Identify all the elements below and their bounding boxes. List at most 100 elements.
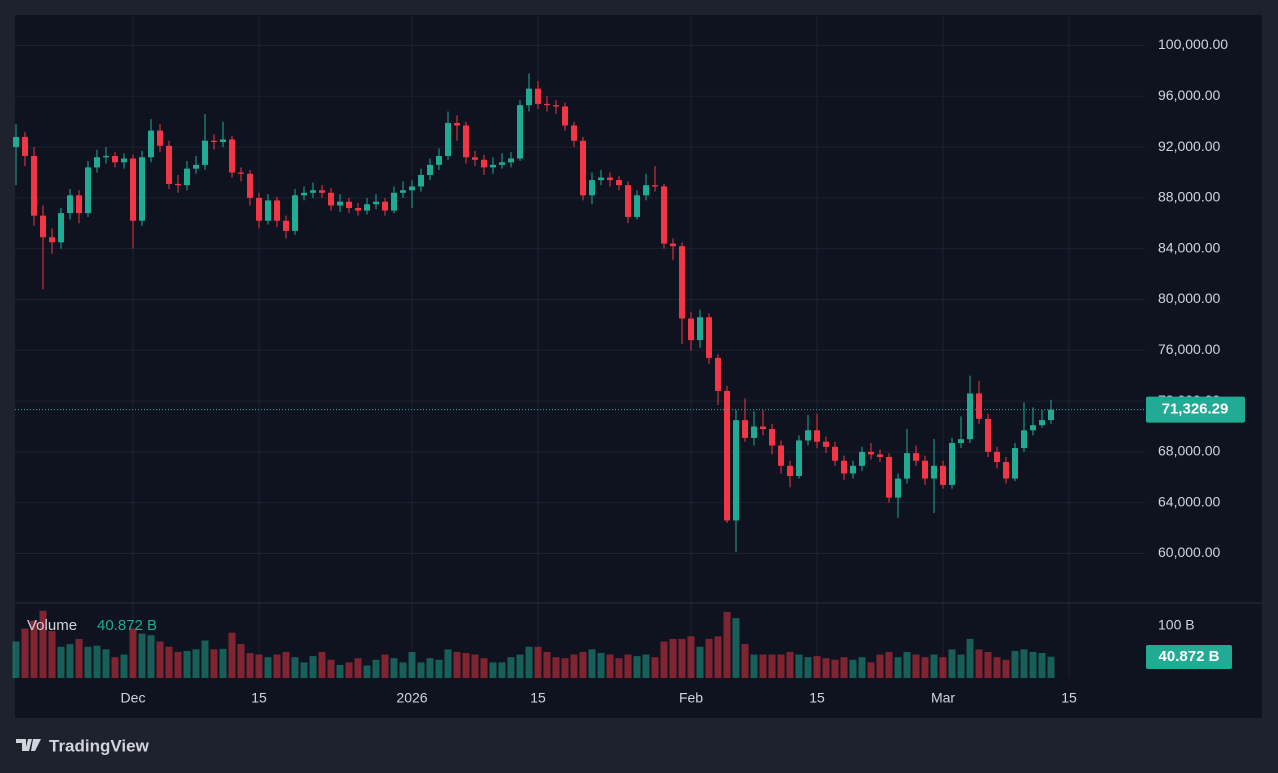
y-tick-label: 64,000.00 xyxy=(1158,493,1220,509)
logo-icon xyxy=(16,739,41,751)
volume-bar xyxy=(246,653,254,678)
candle-body xyxy=(355,208,361,211)
volume-bar xyxy=(975,649,983,678)
candle-body xyxy=(769,429,775,446)
volume-pane xyxy=(12,610,1055,678)
candle-body xyxy=(508,158,514,163)
candle-body xyxy=(76,195,82,214)
volume-bar xyxy=(1002,659,1010,678)
volume-bar xyxy=(327,659,335,678)
volume-legend-value: 40.872 B xyxy=(97,617,157,634)
candle-body xyxy=(679,246,685,319)
volume-bar xyxy=(219,648,227,678)
candle-body xyxy=(841,460,847,474)
candle-body xyxy=(571,125,577,141)
volume-bar xyxy=(498,662,506,678)
y-tick-label: 96,000.00 xyxy=(1158,87,1220,103)
volume-bar xyxy=(597,653,605,678)
candle-body xyxy=(211,140,217,142)
x-tick-label: Mar xyxy=(931,690,955,706)
candle-body xyxy=(229,139,235,173)
candle-body xyxy=(283,220,289,231)
volume-bar xyxy=(651,657,659,678)
volume-bar xyxy=(633,656,641,678)
candle-body xyxy=(778,445,784,466)
candle-body xyxy=(823,441,829,447)
y-tick-label: 76,000.00 xyxy=(1158,341,1220,357)
volume-bar xyxy=(750,654,758,678)
volume-bar xyxy=(111,657,119,678)
candle-body xyxy=(220,139,226,142)
volume-bar xyxy=(84,646,92,678)
y-tick-label: 100,000.00 xyxy=(1158,36,1228,52)
candle-body xyxy=(328,192,334,206)
candle-body xyxy=(652,185,658,187)
volume-bar xyxy=(948,649,956,678)
volume-bar xyxy=(723,611,731,678)
candle-body xyxy=(103,155,109,158)
candle-body xyxy=(373,201,379,205)
candle-body xyxy=(157,130,163,146)
y-tick-label: 92,000.00 xyxy=(1158,138,1220,154)
candle-body xyxy=(49,237,55,243)
volume-bar xyxy=(363,665,371,678)
candle-body xyxy=(562,106,568,126)
volume-bar xyxy=(372,659,380,678)
volume-bar xyxy=(912,654,920,678)
volume-bar xyxy=(147,635,155,678)
volume-bar xyxy=(183,650,191,678)
volume-bar xyxy=(75,638,83,678)
volume-bar xyxy=(57,646,65,678)
candle-body xyxy=(193,164,199,169)
candle-body xyxy=(661,186,667,244)
volume-bar xyxy=(273,654,281,678)
volume-bar xyxy=(867,662,875,678)
volume-bar xyxy=(381,654,389,678)
volume-bar xyxy=(1047,656,1055,678)
candle-body xyxy=(1012,448,1018,479)
volume-bar xyxy=(120,654,128,678)
volume-bar xyxy=(660,641,668,678)
candle-body xyxy=(472,157,478,160)
volume-bar xyxy=(687,636,695,678)
candle-body xyxy=(706,317,712,358)
volume-bar xyxy=(822,658,830,678)
candle-body xyxy=(112,155,118,163)
candle-body xyxy=(346,201,352,209)
candle-body xyxy=(427,164,433,176)
candle-body xyxy=(184,168,190,186)
candle-body xyxy=(913,453,919,461)
volume-bar xyxy=(777,654,785,678)
candle-body xyxy=(175,183,181,186)
volume-bar xyxy=(957,654,965,678)
volume-bar xyxy=(714,636,722,678)
candle-body xyxy=(850,465,856,474)
x-tick-label: Feb xyxy=(679,690,703,706)
volume-bar xyxy=(471,654,479,678)
candle-body xyxy=(31,155,37,216)
volume-bar xyxy=(642,654,650,678)
candle-body xyxy=(148,130,154,158)
candle-body xyxy=(1030,425,1036,431)
volume-bar xyxy=(930,654,938,678)
candle-body xyxy=(499,162,505,165)
volume-bar xyxy=(993,657,1001,678)
volume-bar xyxy=(903,651,911,678)
candle-body xyxy=(274,200,280,221)
volume-bar xyxy=(480,658,488,678)
candle-body xyxy=(526,88,532,106)
y-tick-label: 60,000.00 xyxy=(1158,544,1220,560)
candle-body xyxy=(400,190,406,193)
candle-body xyxy=(1021,430,1027,449)
chart-panel xyxy=(15,15,1262,718)
candles xyxy=(13,73,1145,553)
candle-body xyxy=(382,201,388,211)
last-price-label: 71,326.29 xyxy=(1162,401,1229,418)
volume-bar xyxy=(984,651,992,678)
candle-body xyxy=(121,158,127,163)
candle-body xyxy=(697,317,703,341)
volume-bar xyxy=(102,649,110,678)
candle-body xyxy=(787,465,793,477)
candle-body xyxy=(517,105,523,159)
